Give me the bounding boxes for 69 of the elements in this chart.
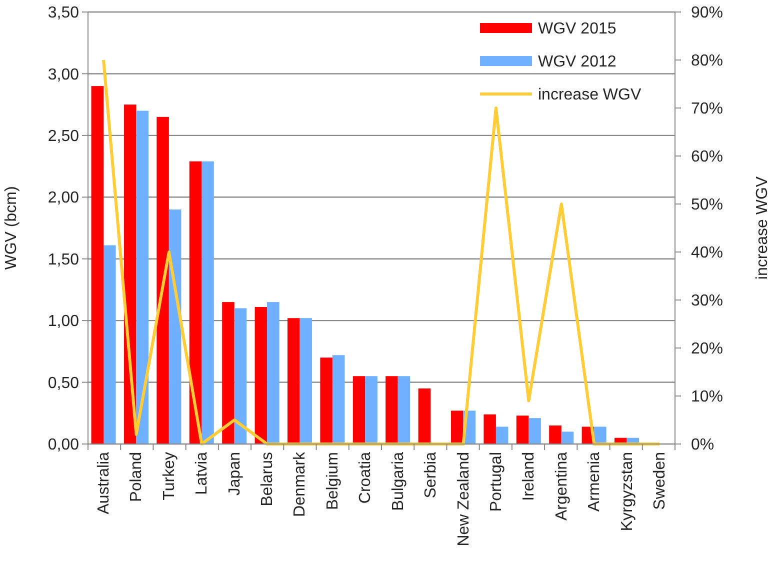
y-tick-label: 0,00: [48, 436, 80, 454]
y-tick-label: 3,00: [48, 66, 80, 84]
y-axis-title: WGV (bcm): [3, 186, 20, 270]
bar: [104, 245, 116, 444]
legend-label: WGV 2015: [538, 20, 616, 38]
y2-tick-label: 50%: [691, 196, 724, 214]
bar: [496, 426, 508, 444]
x-tick-label: Croatia: [357, 452, 374, 504]
y-tick-label: 2,00: [48, 190, 80, 207]
y2-tick-label: 30%: [691, 292, 724, 310]
legend-label: increase WGV: [538, 86, 642, 104]
bar: [484, 414, 496, 444]
bar: [450, 410, 464, 444]
x-tick-label: Ireland: [520, 452, 538, 501]
x-tick-label: Belgium: [324, 452, 342, 510]
bar: [528, 418, 541, 444]
y-tick-label: 3,50: [48, 4, 80, 22]
x-tick-label: Sweden: [651, 452, 668, 510]
x-tick-label: Turkey: [160, 452, 178, 500]
x-tick-label: Portugal: [488, 452, 505, 512]
bar: [549, 425, 562, 444]
y2-tick-label: 20%: [691, 340, 724, 358]
bar: [234, 308, 247, 444]
x-tick-label: Poland: [128, 452, 146, 502]
bar: [320, 358, 332, 444]
y2-tick-label: 80%: [691, 52, 724, 70]
bar: [202, 161, 214, 444]
bar: [386, 376, 398, 444]
bar: [254, 306, 268, 444]
bar: [300, 318, 312, 444]
x-tick-label: Australia: [96, 452, 113, 514]
x-tick-label: Argentina: [553, 452, 570, 520]
x-tick-label: New Zealand: [455, 452, 472, 546]
bar: [332, 355, 345, 444]
legend-label: WGV 2012: [538, 54, 616, 71]
bar: [156, 116, 169, 444]
y2-tick-label: 70%: [691, 100, 724, 118]
x-tick-label: Japan: [226, 452, 244, 496]
bar: [168, 209, 182, 444]
y-tick-label: 1,50: [48, 251, 80, 268]
bar: [136, 110, 148, 444]
bar: [287, 318, 300, 444]
x-tick-label: Denmark: [292, 451, 309, 517]
y2-tick-label: 10%: [691, 388, 724, 406]
y-tick-label: 0,50: [48, 374, 80, 392]
x-tick-label: Bulgaria: [390, 452, 407, 511]
bar: [267, 302, 280, 444]
bar: [222, 302, 234, 444]
x-tick-label: Kyrgyzstan: [618, 452, 636, 532]
x-tick-label: Serbia: [422, 452, 440, 498]
y2-axis-title: increase WGV: [754, 176, 771, 280]
bar: [91, 86, 104, 444]
bar: [398, 376, 410, 444]
y2-tick-label: 60%: [691, 148, 724, 166]
y-tick-label: 1,00: [48, 313, 80, 330]
x-tick-label: Belarus: [259, 452, 276, 506]
y2-tick-label: 90%: [691, 4, 724, 22]
y2-tick-label: 0%: [691, 436, 714, 454]
x-tick-label: Latvia: [194, 452, 211, 495]
bar: [516, 416, 529, 444]
bar: [352, 376, 366, 444]
y-tick-label: 2,50: [48, 128, 80, 146]
y2-tick-label: 40%: [691, 244, 724, 262]
bar: [561, 432, 574, 444]
bar: [418, 388, 431, 444]
x-tick-label: Armenia: [586, 452, 604, 512]
bar: [189, 161, 202, 444]
bar: [594, 426, 606, 444]
bar: [365, 376, 378, 444]
